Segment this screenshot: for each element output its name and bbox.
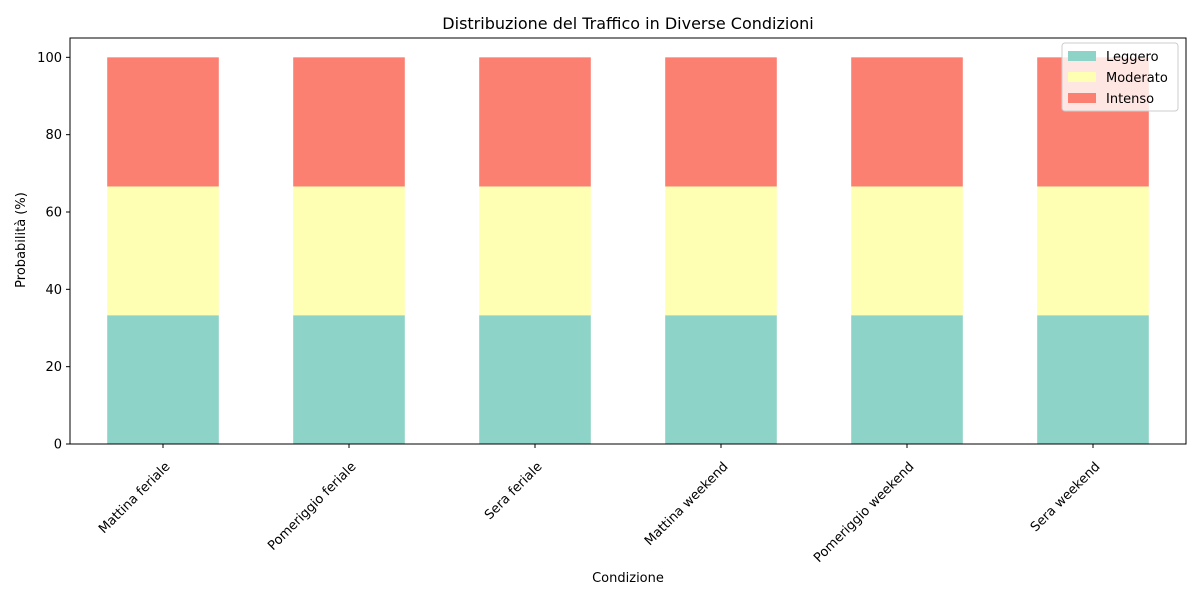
y-tick-label: 60 <box>45 206 62 221</box>
x-tick-label: Pomeriggio feriale <box>265 459 359 553</box>
legend-swatch-intenso <box>1068 93 1096 103</box>
bar-intenso-1 <box>107 57 219 187</box>
bar-moderato-2 <box>293 186 405 316</box>
legend-label-moderato: Moderato <box>1106 71 1168 86</box>
x-tick-label: Sera weekend <box>1028 459 1104 535</box>
y-tick-label: 40 <box>45 283 62 298</box>
bar-intenso-4 <box>665 57 777 187</box>
legend-swatch-moderato <box>1068 72 1096 82</box>
legend: Leggero Moderato Intenso <box>1061 42 1179 112</box>
x-tick-label: Mattina weekend <box>642 459 731 548</box>
bar-moderato-4 <box>665 186 777 316</box>
bar-leggero-3 <box>479 315 591 444</box>
legend-label-leggero: Leggero <box>1106 50 1159 65</box>
x-tick-label: Pomeriggio weekend <box>811 459 917 565</box>
x-tick-label: Sera feriale <box>482 459 546 523</box>
bar-moderato-6 <box>1037 186 1149 316</box>
y-ticks-group: 0 20 40 60 80 100 <box>37 51 70 453</box>
bar-moderato-1 <box>107 186 219 316</box>
x-ticks-group: Mattina feriale Pomeriggio feriale Sera fe… <box>96 444 1103 566</box>
plot-frame <box>69 37 1187 445</box>
bars-group <box>107 57 1149 444</box>
y-tick-label: 80 <box>45 128 62 143</box>
bar-intenso-3 <box>479 57 591 187</box>
x-tick-label: Mattina feriale <box>96 459 173 536</box>
y-axis-label: Probabilità (%) <box>14 192 29 288</box>
bar-leggero-6 <box>1037 315 1149 444</box>
bar-moderato-5 <box>851 186 963 316</box>
axes-group <box>69 37 1187 445</box>
bar-leggero-4 <box>665 315 777 444</box>
bar-leggero-2 <box>293 315 405 444</box>
y-tick-label: 20 <box>45 360 62 375</box>
y-tick-label: 100 <box>37 51 62 66</box>
legend-label-intenso: Intenso <box>1106 92 1154 107</box>
chart-title: Distribuzione del Traffico in Diverse Co… <box>442 14 813 33</box>
legend-swatch-leggero <box>1068 51 1096 61</box>
x-axis-label: Condizione <box>592 571 664 586</box>
y-tick-label: 0 <box>54 438 62 453</box>
bar-leggero-5 <box>851 315 963 444</box>
bar-intenso-2 <box>293 57 405 187</box>
bar-intenso-5 <box>851 57 963 187</box>
bar-leggero-1 <box>107 315 219 444</box>
bar-moderato-3 <box>479 186 591 316</box>
